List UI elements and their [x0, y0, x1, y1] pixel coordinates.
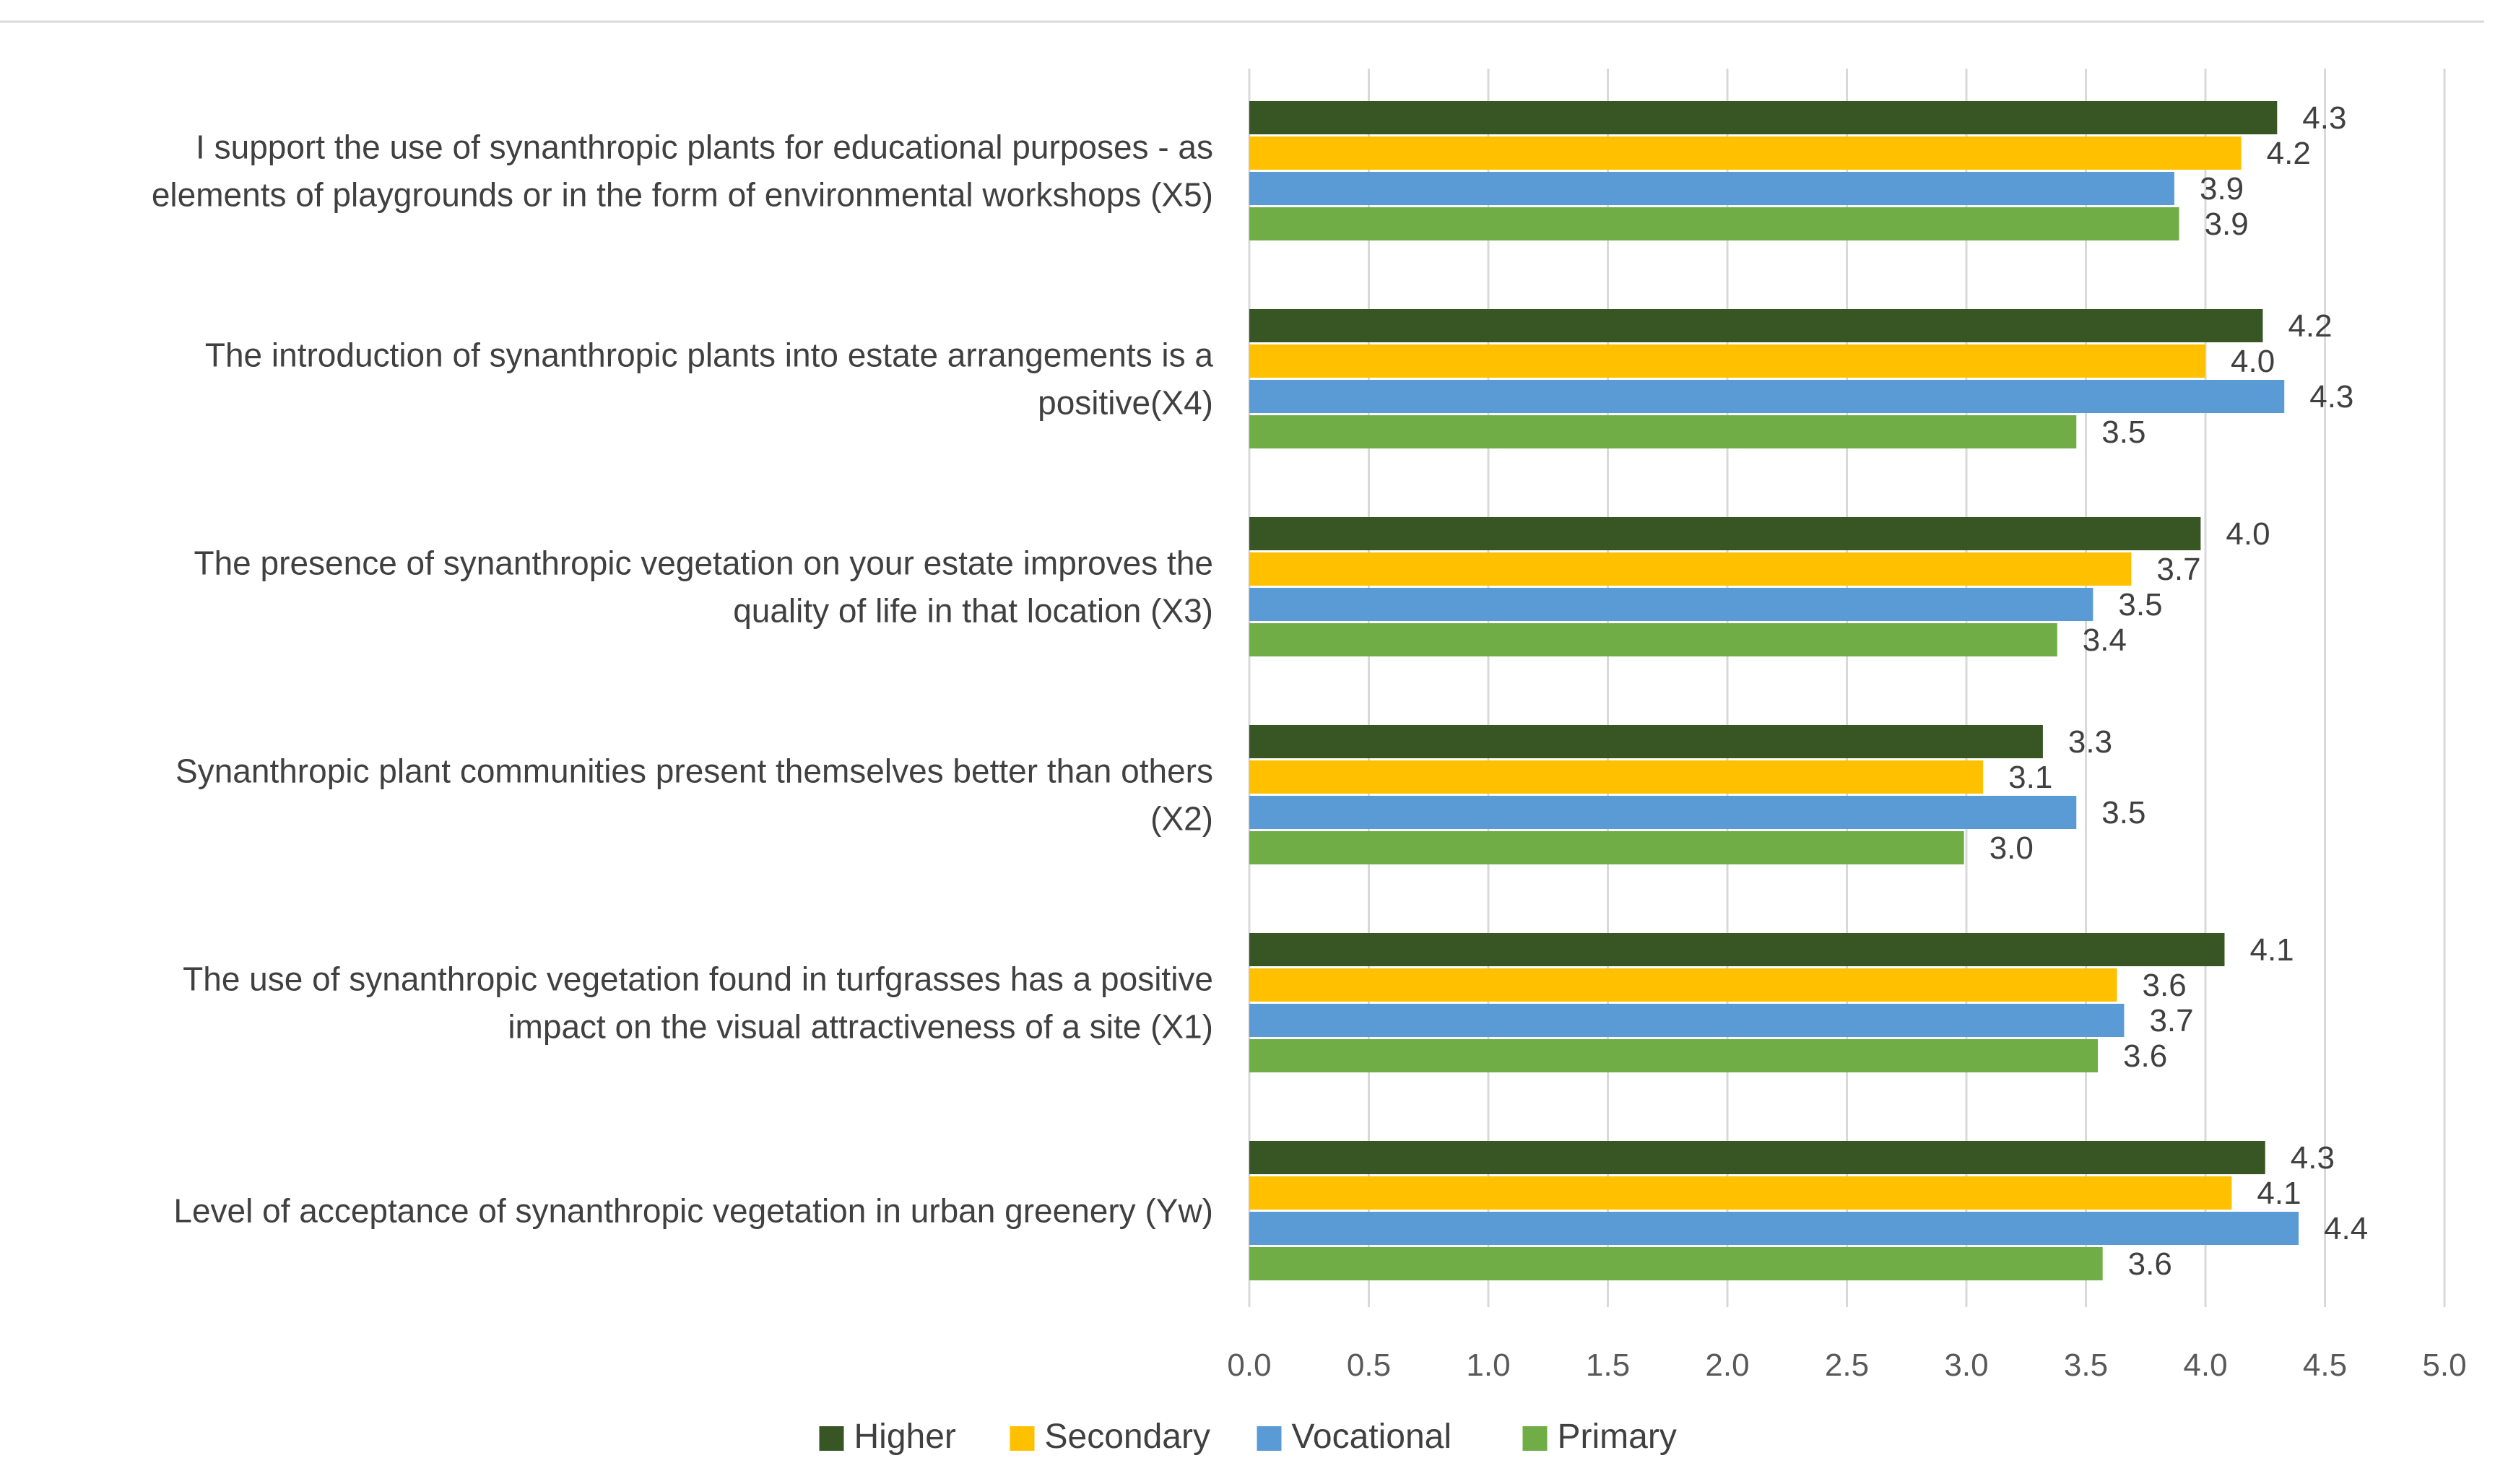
- category-label-line: Synanthropic plant communities present t…: [175, 752, 1213, 790]
- bar-primary-x3: [1249, 623, 2057, 656]
- x-tick-label: 3.0: [1944, 1348, 1988, 1383]
- x-tick-label: 2.0: [1705, 1348, 1749, 1383]
- bar-primary-yw: [1249, 1247, 2103, 1280]
- data-label-primary-x3: 3.4: [2083, 622, 2127, 658]
- bar-higher-x2: [1249, 725, 2043, 758]
- data-label-vocational-x3: 3.5: [2118, 587, 2162, 622]
- legend-item-vocational[interactable]: Vocational: [1257, 1418, 1452, 1456]
- data-label-secondary-x3: 3.7: [2156, 552, 2200, 587]
- category-label-x5: I support the use of synanthropic plants…: [152, 129, 1213, 214]
- category-label-line: (X2): [1150, 800, 1213, 838]
- x-tick-label: 3.5: [2064, 1348, 2108, 1383]
- bar-secondary-x3: [1249, 552, 2132, 586]
- data-label-higher-x2: 3.3: [2068, 724, 2112, 760]
- data-label-secondary-x2: 3.1: [2008, 760, 2052, 795]
- bar-secondary-x2: [1249, 760, 1984, 794]
- legend-label-vocational: Vocational: [1292, 1418, 1452, 1456]
- bar-secondary-x4: [1249, 344, 2205, 378]
- data-label-higher-x3: 4.0: [2226, 516, 2270, 552]
- category-label-x3: The presence of synanthropic vegetation …: [194, 544, 1214, 630]
- bar-higher-x1: [1249, 933, 2225, 966]
- bar-higher-yw: [1249, 1141, 2265, 1174]
- x-tick-label: 4.5: [2303, 1348, 2347, 1383]
- legend-swatch-secondary: [1010, 1426, 1035, 1451]
- data-label-higher-x1: 4.1: [2249, 932, 2294, 968]
- data-label-primary-x2: 3.0: [1990, 830, 2034, 866]
- data-label-secondary-x1: 3.6: [2143, 968, 2187, 1003]
- bars: [1249, 101, 2299, 1280]
- data-label-higher-yw: 4.3: [2291, 1140, 2335, 1176]
- x-axis-ticks: 0.0 0.5 1.0 1.5 2.0 2.5 3.0 3.5 4.0 4.5 5.0: [1227, 1348, 2466, 1383]
- bar-primary-x1: [1249, 1039, 2099, 1072]
- bar-vocational-x2: [1249, 796, 2077, 829]
- bar-higher-x4: [1249, 309, 2263, 342]
- legend: Higher Secondary Vocational Primary: [819, 1418, 1677, 1456]
- category-label-line: I support the use of synanthropic plants…: [196, 129, 1213, 166]
- legend-item-primary[interactable]: Primary: [1522, 1418, 1677, 1456]
- bar-vocational-x5: [1249, 172, 2174, 205]
- bar-higher-x5: [1249, 101, 2278, 134]
- bar-primary-x2: [1249, 831, 1964, 864]
- data-label-primary-x5: 3.9: [2205, 207, 2249, 242]
- x-tick-label: 1.5: [1586, 1348, 1630, 1383]
- data-label-higher-x4: 4.2: [2288, 308, 2332, 344]
- legend-item-higher[interactable]: Higher: [819, 1418, 956, 1456]
- data-label-secondary-x5: 4.2: [2267, 136, 2311, 171]
- category-label-line: elements of playgrounds or in the form o…: [152, 176, 1213, 214]
- data-label-vocational-x2: 3.5: [2101, 795, 2145, 830]
- bar-vocational-x1: [1249, 1004, 2125, 1037]
- x-tick-label: 2.5: [1825, 1348, 1869, 1383]
- category-label-line: Level of acceptance of synanthropic vege…: [173, 1192, 1213, 1230]
- category-label-line: impact on the visual attractiveness of a…: [508, 1008, 1213, 1046]
- legend-item-secondary[interactable]: Secondary: [1010, 1418, 1210, 1456]
- bar-higher-x3: [1249, 517, 2201, 550]
- category-label-yw: Level of acceptance of synanthropic vege…: [173, 1192, 1213, 1230]
- legend-swatch-higher: [819, 1426, 844, 1451]
- category-label-x4: The introduction of synanthropic plants …: [205, 337, 1214, 422]
- data-label-primary-x1: 3.6: [2123, 1038, 2167, 1074]
- legend-label-higher: Higher: [854, 1418, 956, 1456]
- bar-secondary-x1: [1249, 968, 2117, 1002]
- bar-vocational-x3: [1249, 588, 2093, 621]
- data-label-secondary-x4: 4.0: [2231, 344, 2275, 379]
- data-labels: 4.34.23.93.94.24.04.33.54.03.73.53.43.33…: [1990, 100, 2369, 1282]
- category-label-line: The use of synanthropic vegetation found…: [183, 960, 1213, 998]
- category-label-x2: Synanthropic plant communities present t…: [175, 752, 1213, 838]
- legend-label-secondary: Secondary: [1045, 1418, 1210, 1456]
- category-label-line: positive(X4): [1038, 384, 1213, 422]
- data-label-vocational-x5: 3.9: [2200, 171, 2244, 207]
- x-tick-label: 0.0: [1227, 1348, 1271, 1383]
- x-tick-label: 1.0: [1466, 1348, 1510, 1383]
- gridlines: [1248, 69, 2446, 1307]
- x-tick-label: 4.0: [2183, 1348, 2227, 1383]
- data-label-higher-x5: 4.3: [2302, 100, 2346, 136]
- category-label-line: The presence of synanthropic vegetation …: [194, 544, 1214, 582]
- legend-swatch-vocational: [1257, 1426, 1282, 1451]
- data-label-vocational-x1: 3.7: [2149, 1003, 2193, 1038]
- data-label-vocational-yw: 4.4: [2324, 1211, 2368, 1246]
- x-tick-label: 5.0: [2422, 1348, 2466, 1383]
- data-label-secondary-yw: 4.1: [2257, 1176, 2301, 1211]
- bar-secondary-yw: [1249, 1176, 2232, 1210]
- x-tick-label: 0.5: [1347, 1348, 1391, 1383]
- legend-swatch-primary: [1522, 1426, 1548, 1451]
- bar-vocational-x4: [1249, 380, 2285, 413]
- category-label-x1: The use of synanthropic vegetation found…: [183, 960, 1213, 1046]
- category-label-line: The introduction of synanthropic plants …: [205, 337, 1214, 374]
- data-label-primary-x4: 3.5: [2101, 415, 2145, 450]
- legend-label-primary: Primary: [1558, 1418, 1677, 1456]
- bar-secondary-x5: [1249, 136, 2242, 170]
- bar-primary-x4: [1249, 415, 2077, 448]
- category-labels: I support the use of synanthropic plants…: [152, 129, 1214, 1230]
- bar-vocational-yw: [1249, 1212, 2299, 1245]
- bar-primary-x5: [1249, 207, 2179, 240]
- data-label-vocational-x4: 4.3: [2309, 379, 2353, 415]
- data-label-primary-yw: 3.6: [2128, 1246, 2172, 1282]
- category-label-line: quality of life in that location (X3): [733, 592, 1213, 630]
